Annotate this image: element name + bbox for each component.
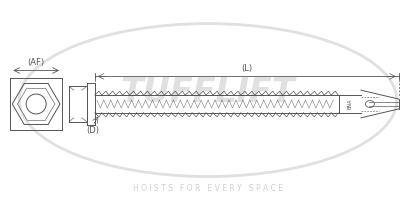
Text: H O I S T S   F O R   E V E R Y   S P A C E: H O I S T S F O R E V E R Y S P A C E (133, 184, 283, 193)
Text: (L): (L) (241, 64, 252, 73)
Text: (AF): (AF) (27, 58, 45, 67)
Text: TUFFLIFT: TUFFLIFT (121, 76, 295, 109)
Text: (D): (D) (86, 126, 99, 135)
Text: BNA: BNA (347, 99, 352, 109)
